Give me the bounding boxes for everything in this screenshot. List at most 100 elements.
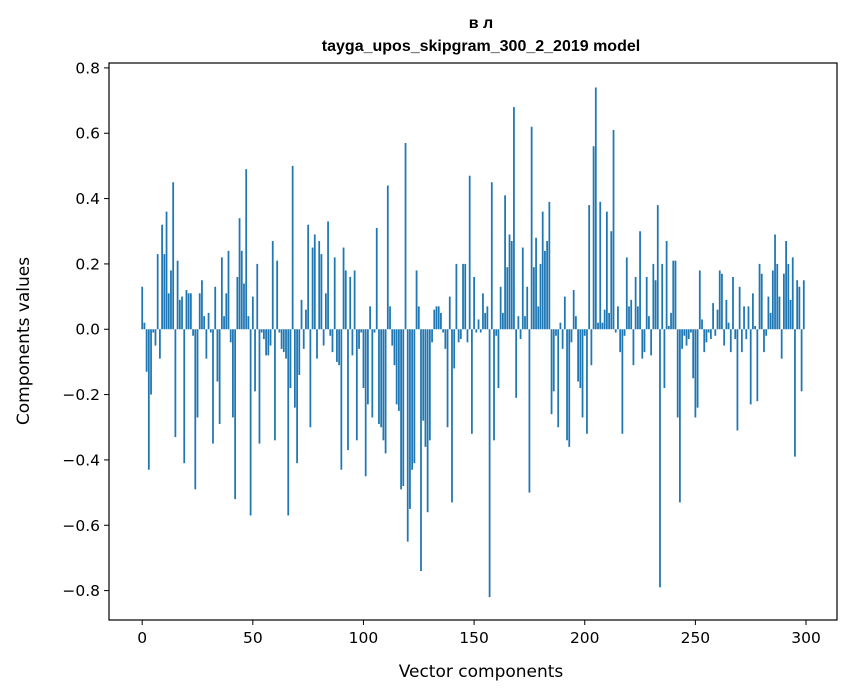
bar <box>364 329 367 477</box>
x-tick-label: 50 <box>243 629 263 647</box>
bar <box>307 224 310 330</box>
bar <box>601 322 604 330</box>
bar <box>725 299 728 330</box>
bar <box>698 270 701 330</box>
bar <box>650 329 653 356</box>
bar <box>194 329 197 490</box>
bar <box>201 280 203 330</box>
bar <box>428 329 431 441</box>
y-axis: −0.8 −0.6 −0.4 −0.2 0.0 0.2 0.4 0.6 0.8 <box>62 59 109 600</box>
bar <box>758 263 761 330</box>
bar <box>628 306 630 330</box>
bar <box>641 329 644 359</box>
bar <box>296 329 298 464</box>
bar <box>745 329 748 340</box>
bar <box>342 247 345 330</box>
bar <box>774 234 776 330</box>
bar <box>167 293 170 330</box>
bar <box>537 306 540 330</box>
bar <box>249 329 252 516</box>
bar <box>400 329 402 490</box>
bar <box>289 329 292 389</box>
bar <box>769 312 772 330</box>
bar <box>159 329 161 359</box>
bar <box>395 329 398 405</box>
bar <box>141 286 144 330</box>
x-axis: 0 50 100 150 200 250 300 <box>137 620 821 647</box>
bar <box>663 329 666 389</box>
bar <box>515 329 518 398</box>
y-tick-label: 0.4 <box>75 190 100 208</box>
bar <box>612 129 615 330</box>
bar <box>667 325 670 330</box>
bar <box>749 329 752 405</box>
bar <box>192 329 194 336</box>
bar <box>665 241 668 330</box>
bar <box>800 329 803 392</box>
bar <box>787 263 790 330</box>
bar <box>513 107 515 330</box>
bar <box>196 329 199 418</box>
bar <box>442 329 445 333</box>
bar <box>300 299 303 330</box>
y-tick-label: −0.6 <box>62 517 100 535</box>
bar <box>754 325 757 330</box>
bar <box>413 329 416 464</box>
bar <box>575 316 577 330</box>
bar <box>603 309 606 330</box>
bar <box>723 329 726 346</box>
bar <box>490 182 493 330</box>
bar <box>189 293 192 330</box>
bar <box>605 211 608 330</box>
bar <box>780 329 783 359</box>
bar <box>499 286 502 330</box>
bar <box>437 306 440 330</box>
bar <box>760 273 763 330</box>
bar <box>716 309 719 330</box>
bar <box>220 257 223 330</box>
y-tick-label: 0.8 <box>75 59 100 77</box>
bar <box>506 267 509 330</box>
bar <box>320 254 323 330</box>
bar <box>446 329 449 428</box>
bar <box>550 329 553 415</box>
bar <box>333 257 336 330</box>
bar <box>497 329 500 389</box>
bar <box>327 221 329 330</box>
bar <box>610 231 613 330</box>
bar <box>493 329 495 441</box>
bar <box>645 276 648 330</box>
x-tick-label: 0 <box>137 629 147 647</box>
bar <box>269 329 272 346</box>
bar <box>694 329 697 418</box>
bar <box>324 293 327 330</box>
bar <box>247 316 250 330</box>
bar <box>163 254 166 330</box>
bar <box>420 329 422 571</box>
bar <box>709 329 712 340</box>
bar <box>165 211 168 330</box>
bar <box>692 329 695 379</box>
bar <box>561 329 564 349</box>
bar <box>444 329 447 349</box>
bar <box>316 329 318 359</box>
bar <box>703 329 706 353</box>
bar <box>185 290 188 330</box>
bar <box>783 273 785 330</box>
bar <box>672 260 675 330</box>
bar <box>238 218 241 330</box>
bar <box>216 329 219 382</box>
bar <box>433 309 436 330</box>
bar <box>630 299 633 330</box>
bar <box>546 241 549 330</box>
bar <box>674 260 677 330</box>
bar <box>245 169 248 330</box>
bar <box>340 329 343 470</box>
bar <box>274 329 276 441</box>
bar <box>172 182 175 330</box>
bar <box>464 263 467 330</box>
bar <box>648 316 650 330</box>
bar <box>338 329 341 366</box>
bar <box>594 87 597 330</box>
